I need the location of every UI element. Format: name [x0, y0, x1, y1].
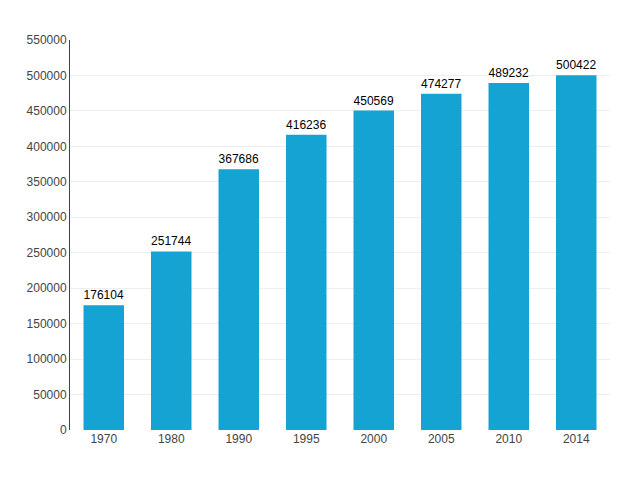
- svg-text:176104: 176104: [84, 288, 124, 302]
- svg-text:474277: 474277: [421, 77, 461, 91]
- svg-text:200000: 200000: [27, 281, 67, 295]
- svg-text:450569: 450569: [354, 94, 394, 108]
- svg-text:500422: 500422: [556, 58, 596, 72]
- svg-text:1980: 1980: [158, 432, 185, 446]
- svg-text:350000: 350000: [27, 175, 67, 189]
- svg-text:150000: 150000: [27, 317, 67, 331]
- svg-text:0: 0: [60, 423, 67, 437]
- svg-text:550000: 550000: [27, 33, 67, 47]
- svg-text:2000: 2000: [360, 432, 387, 446]
- svg-text:416236: 416236: [286, 118, 326, 132]
- svg-text:2005: 2005: [428, 432, 455, 446]
- svg-text:500000: 500000: [27, 69, 67, 83]
- svg-text:250000: 250000: [27, 246, 67, 260]
- svg-text:489232: 489232: [489, 66, 529, 80]
- svg-text:1995: 1995: [293, 432, 320, 446]
- svg-text:450000: 450000: [27, 104, 67, 118]
- svg-text:251744: 251744: [151, 234, 191, 248]
- svg-text:1970: 1970: [90, 432, 117, 446]
- svg-text:2010: 2010: [495, 432, 522, 446]
- svg-text:1990: 1990: [225, 432, 252, 446]
- svg-text:367686: 367686: [219, 152, 259, 166]
- svg-text:100000: 100000: [27, 352, 67, 366]
- svg-text:50000: 50000: [33, 388, 67, 402]
- svg-text:300000: 300000: [27, 210, 67, 224]
- svg-text:400000: 400000: [27, 140, 67, 154]
- svg-text:2014: 2014: [563, 432, 590, 446]
